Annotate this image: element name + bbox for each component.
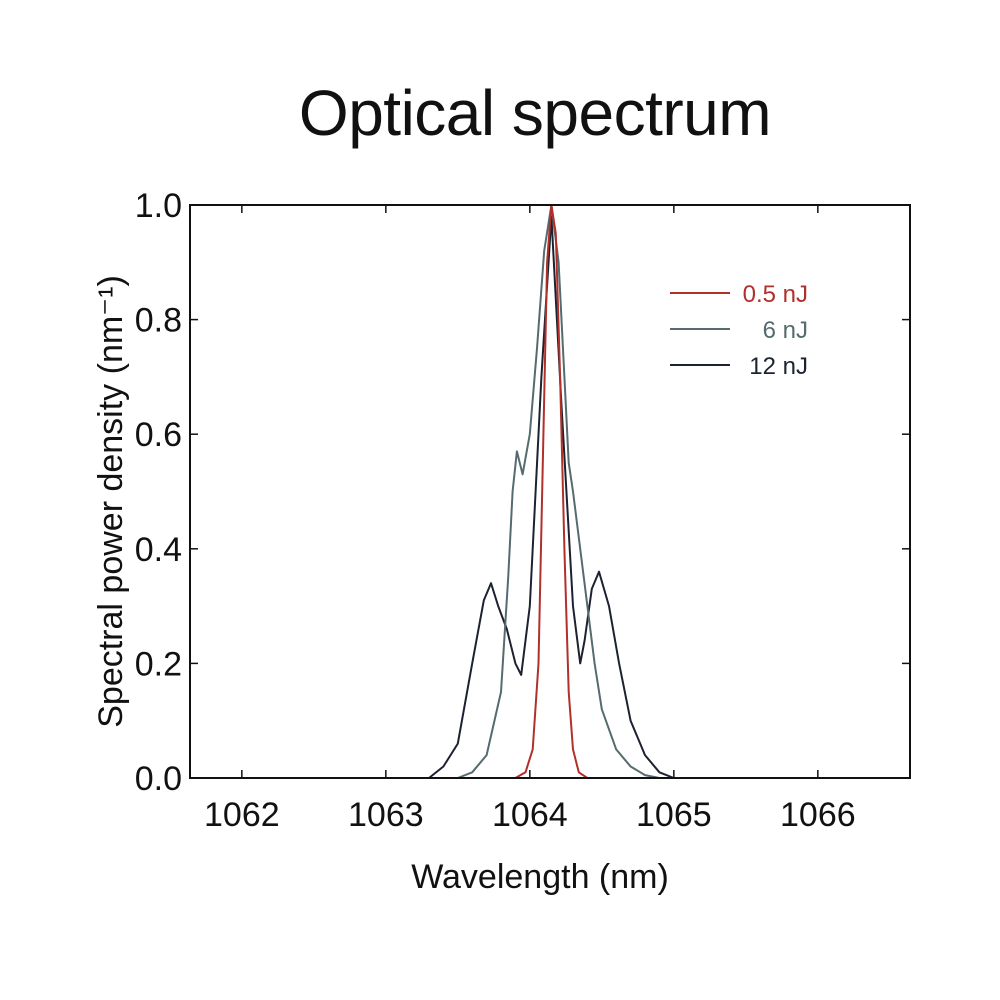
y-axis-label: Spectral power density (nm⁻¹) [92, 275, 130, 728]
tick-marks [190, 204, 910, 779]
legend: 0.5 nJ 6 nJ 12 nJ [670, 281, 808, 380]
x-tick-labels: 1062 1063 1064 1065 1066 [204, 796, 856, 834]
chart-title: Optical spectrum [298, 77, 772, 149]
x-axis-label: Wavelength (nm) [411, 858, 669, 896]
legend-label-2: 12 nJ [749, 353, 808, 380]
y-tick-label: 0.4 [135, 531, 182, 569]
legend-label-1: 6 nJ [763, 317, 808, 344]
series-lines [190, 204, 910, 779]
y-tick-labels: 0.0 0.2 0.4 0.6 0.8 1.0 [135, 187, 182, 798]
x-tick-label: 1064 [492, 796, 568, 834]
x-tick-label: 1062 [204, 796, 280, 834]
y-tick-label: 1.0 [135, 187, 182, 225]
x-tick-label: 1066 [780, 796, 856, 834]
series-line-0 [190, 204, 910, 779]
y-tick-label: 0.8 [135, 302, 182, 340]
x-tick-label: 1063 [348, 796, 424, 834]
y-tick-label: 0.2 [135, 645, 182, 683]
plot-frame [189, 204, 911, 779]
legend-label-0: 0.5 nJ [743, 281, 808, 308]
x-tick-label: 1065 [636, 796, 712, 834]
y-tick-label: 0.6 [135, 416, 182, 454]
y-tick-label: 0.0 [135, 760, 182, 798]
